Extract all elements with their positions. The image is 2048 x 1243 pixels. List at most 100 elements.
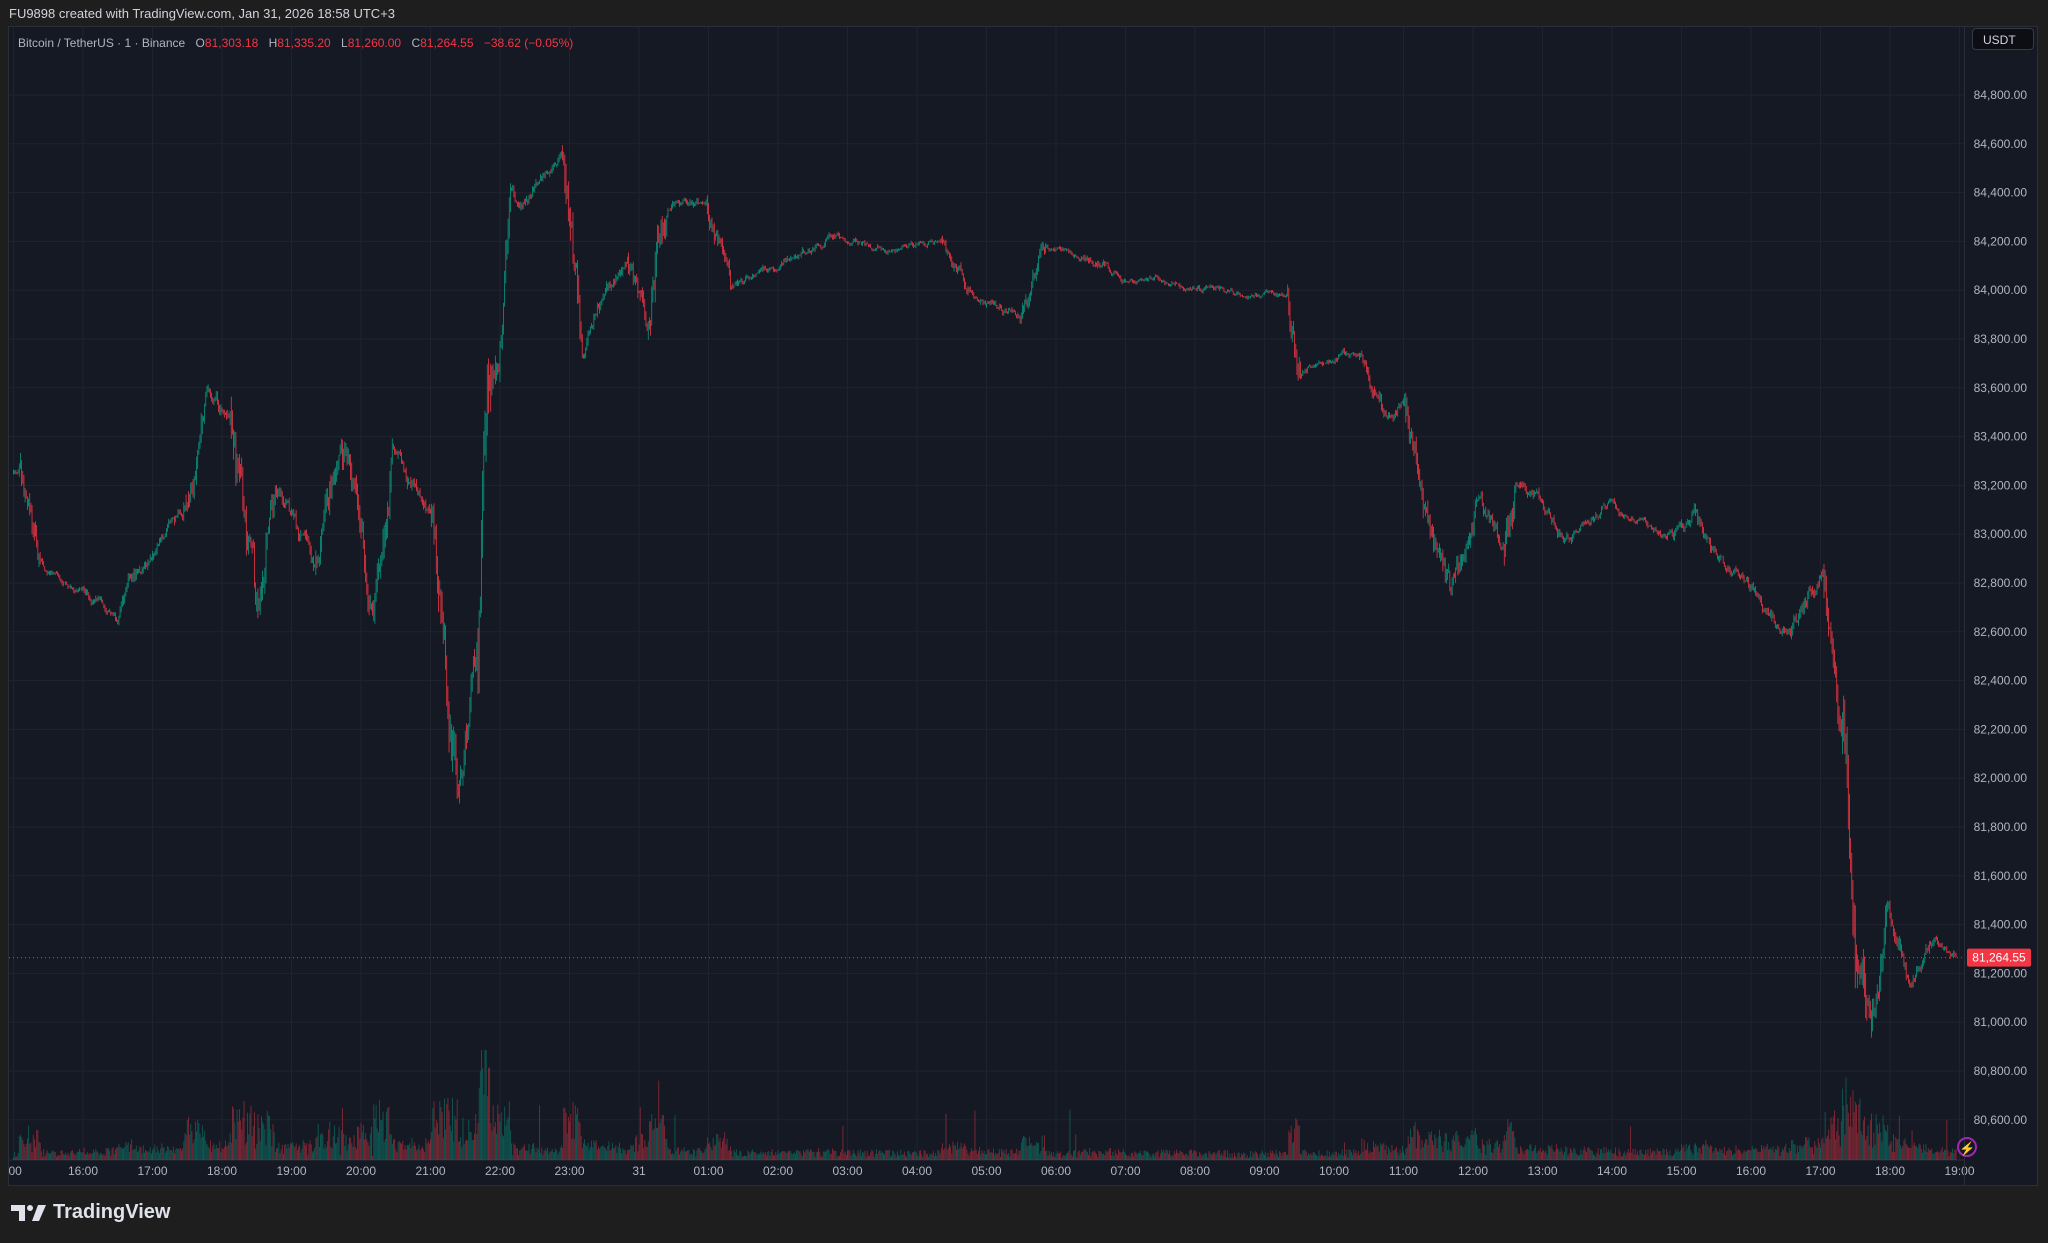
volume-bar xyxy=(1261,1150,1263,1160)
volume-bar xyxy=(924,1150,926,1160)
chart-pane[interactable]: 84,800.00 84,600.00 84,400.00 84,200.00 84,0… xyxy=(8,26,2038,1186)
volume-bar xyxy=(1509,1122,1511,1160)
volume-bar xyxy=(805,1150,807,1160)
volume-bar xyxy=(1795,1153,1797,1160)
volume-bar xyxy=(401,1143,403,1160)
volume-bar xyxy=(1650,1153,1652,1160)
volume-bar xyxy=(1089,1147,1091,1160)
volume-bar xyxy=(1656,1148,1658,1160)
volume-bar xyxy=(57,1155,59,1160)
volume-bar xyxy=(390,1134,392,1160)
volume-bar xyxy=(327,1141,328,1160)
price-tick-label: 81,400.00 xyxy=(1974,918,2028,932)
volume-bar xyxy=(1273,1152,1275,1160)
currency-button[interactable]: USDT xyxy=(1972,28,2034,50)
volume-bar xyxy=(1761,1145,1762,1160)
volume-bar xyxy=(610,1148,612,1160)
volume-bar xyxy=(464,1141,466,1160)
volume-bar xyxy=(108,1148,109,1160)
volume-bar xyxy=(382,1111,384,1160)
volume-bar xyxy=(1355,1150,1357,1160)
volume-bar xyxy=(1639,1149,1641,1160)
volume-bar xyxy=(866,1150,868,1160)
volume-bar xyxy=(867,1155,869,1160)
volume-bar xyxy=(501,1134,503,1160)
volume-bar xyxy=(1715,1148,1717,1160)
price-tick-label: 82,400.00 xyxy=(1974,674,2028,688)
volume-bar xyxy=(1530,1144,1532,1160)
time-tick-label: 31 xyxy=(632,1164,646,1178)
volume-bar xyxy=(1910,1147,1912,1160)
volume-bar xyxy=(1457,1135,1459,1160)
volume-bar xyxy=(1342,1155,1344,1160)
volume-bar xyxy=(120,1147,122,1160)
volume-bar xyxy=(1176,1149,1177,1160)
volume-bar xyxy=(1901,1148,1903,1160)
volume-bar xyxy=(952,1141,954,1160)
volume-bar xyxy=(1141,1154,1143,1160)
volume-bar xyxy=(466,1139,467,1160)
volume-bar xyxy=(176,1148,178,1160)
volume-bar xyxy=(324,1144,326,1160)
volume-bar xyxy=(1376,1146,1378,1160)
volume-bar xyxy=(594,1142,596,1160)
volume-bar xyxy=(1553,1151,1555,1160)
volume-bar xyxy=(929,1153,931,1160)
volume-bar xyxy=(537,1149,539,1160)
volume-bar xyxy=(799,1151,801,1160)
volume-bar xyxy=(1858,1104,1860,1160)
volume-bar xyxy=(476,1133,478,1160)
volume-bar xyxy=(1298,1125,1300,1160)
volume-bar xyxy=(1566,1147,1568,1160)
volume-bar xyxy=(1042,1147,1044,1160)
volume-bar xyxy=(565,1112,567,1160)
lightning-icon[interactable]: ⚡ xyxy=(1957,1137,1977,1157)
volume-bar xyxy=(391,1144,393,1160)
volume-bar xyxy=(1875,1114,1877,1160)
price-chart[interactable]: 84,800.0084,600.0084,400.0084,200.0084,0… xyxy=(9,27,2038,1186)
volume-bar xyxy=(121,1148,123,1160)
volume-bar xyxy=(1770,1147,1772,1160)
volume-bar xyxy=(1359,1155,1360,1160)
time-tick-label: 11:00 xyxy=(1389,1164,1418,1178)
volume-bar xyxy=(693,1149,694,1160)
volume-bar xyxy=(1244,1153,1246,1160)
volume-bar xyxy=(864,1150,866,1160)
volume-bar xyxy=(1322,1155,1323,1160)
volume-bar xyxy=(186,1119,188,1160)
volume-bar xyxy=(1594,1154,1596,1160)
symbol-title[interactable]: Bitcoin / TetherUS · 1 · Binance xyxy=(18,36,186,50)
volume-bar xyxy=(102,1155,104,1160)
volume-bar xyxy=(73,1152,75,1160)
volume-bar xyxy=(622,1148,624,1160)
volume-bar xyxy=(1368,1153,1370,1160)
volume-bar xyxy=(1107,1150,1109,1160)
volume-bar xyxy=(1499,1143,1501,1160)
volume-bar xyxy=(435,1120,437,1160)
volume-bar xyxy=(605,1148,606,1160)
volume-bar xyxy=(1845,1077,1847,1160)
volume-bar xyxy=(1719,1148,1721,1160)
volume-bar xyxy=(426,1143,428,1160)
volume-bar xyxy=(815,1152,817,1160)
volume-bar xyxy=(329,1121,331,1160)
volume-bar xyxy=(738,1155,740,1160)
volume-bar xyxy=(991,1152,993,1160)
volume-bar xyxy=(1727,1150,1729,1160)
volume-bar xyxy=(1846,1104,1848,1160)
volume-bar xyxy=(628,1150,630,1160)
volume-bar xyxy=(1928,1150,1930,1160)
volume-bar xyxy=(94,1152,96,1160)
volume-bar xyxy=(684,1151,686,1160)
volume-bar xyxy=(962,1146,964,1160)
volume-bar xyxy=(811,1150,813,1160)
high-label: H xyxy=(268,36,278,50)
volume-bar xyxy=(289,1143,291,1160)
volume-bar xyxy=(1590,1150,1592,1160)
volume-bar xyxy=(492,1105,494,1160)
volume-bar xyxy=(800,1154,802,1160)
volume-bar xyxy=(1859,1098,1861,1160)
volume-bar xyxy=(1604,1153,1606,1160)
volume-bar xyxy=(672,1153,674,1160)
volume-bar xyxy=(17,1152,19,1160)
